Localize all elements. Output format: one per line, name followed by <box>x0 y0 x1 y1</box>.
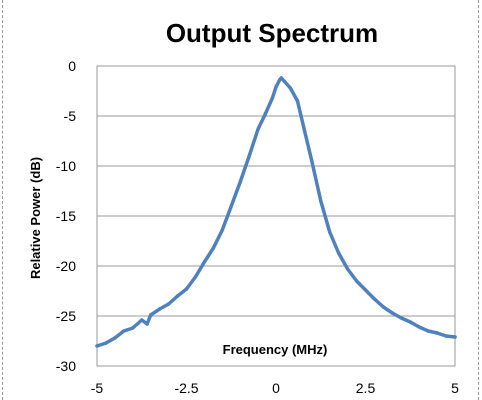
data-point <box>238 180 242 184</box>
x-tick-label: -5 <box>91 380 104 396</box>
data-point <box>184 287 189 291</box>
data-point <box>247 154 251 158</box>
data-point <box>426 329 430 333</box>
y-tick-label: -15 <box>56 208 76 224</box>
data-point <box>149 313 153 317</box>
grid-lines <box>97 115 455 317</box>
data-point <box>131 326 135 330</box>
data-point <box>220 228 224 232</box>
data-point <box>390 311 395 315</box>
data-point <box>270 96 275 100</box>
data-point <box>113 336 117 340</box>
data-point <box>381 305 386 309</box>
data-point <box>363 288 368 292</box>
data-point <box>372 297 377 301</box>
data-point <box>193 275 198 279</box>
x-tick-label: 5 <box>451 380 459 396</box>
y-tick-label: -20 <box>56 258 76 274</box>
y-axis-label: Relative Power (dB) <box>28 157 43 279</box>
y-tick-label: -5 <box>64 108 77 124</box>
y-tick-label: -25 <box>56 308 76 324</box>
data-point <box>295 99 300 103</box>
data-point <box>175 294 180 298</box>
xlabel-background <box>200 338 350 360</box>
data-point <box>310 159 314 163</box>
data-point <box>263 112 267 116</box>
data-point <box>211 246 216 250</box>
chart-title: Output Spectrum <box>166 18 378 48</box>
data-point <box>319 199 323 203</box>
data-point <box>354 279 359 283</box>
x-axis-label: Frequency (MHz) <box>223 342 328 357</box>
y-tick-label: -10 <box>56 158 76 174</box>
data-point <box>408 320 412 324</box>
right-dashed-border <box>478 0 479 400</box>
data-point <box>302 129 307 133</box>
data-point <box>288 86 293 90</box>
data-point <box>444 334 448 338</box>
data-point <box>95 344 99 348</box>
left-dashed-border <box>2 0 3 400</box>
data-point <box>166 302 171 306</box>
data-point <box>256 127 260 131</box>
data-point <box>274 85 278 89</box>
data-point <box>283 80 287 84</box>
data-point <box>435 331 439 335</box>
data-point <box>345 267 350 271</box>
data-point <box>229 204 233 208</box>
x-tick-label: -2.5 <box>174 380 198 396</box>
x-tick-label: 0 <box>272 380 280 396</box>
x-tick-labels: -5 -2.5 0 2.5 5 <box>91 380 459 396</box>
data-points <box>95 76 457 348</box>
y-tick-label: -30 <box>56 358 76 374</box>
data-point <box>336 251 341 255</box>
data-point <box>104 341 108 345</box>
x-tick-label: 2.5 <box>356 380 376 396</box>
data-point <box>140 318 144 322</box>
data-point <box>122 329 126 333</box>
series-line <box>95 76 457 348</box>
data-point <box>279 76 284 80</box>
data-point <box>202 260 207 264</box>
y-tick-labels: 0 -5 -10 -15 -20 -25 -30 <box>56 58 76 374</box>
data-point <box>145 322 149 326</box>
data-point <box>417 325 421 329</box>
data-point <box>328 230 332 234</box>
data-point <box>157 307 162 311</box>
y-tick-label: 0 <box>68 58 76 74</box>
data-point <box>453 335 457 339</box>
data-point <box>399 316 403 320</box>
